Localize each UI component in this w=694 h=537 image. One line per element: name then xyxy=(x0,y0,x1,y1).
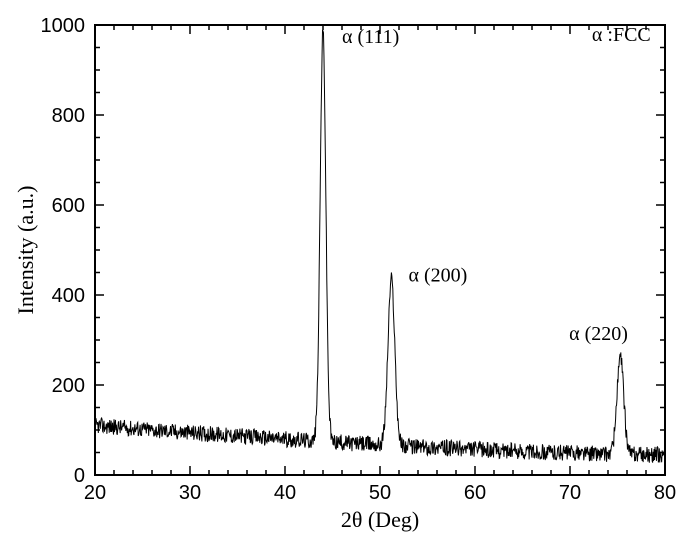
svg-text:2θ (Deg): 2θ (Deg) xyxy=(341,507,419,532)
svg-text:70: 70 xyxy=(559,482,581,504)
svg-text:30: 30 xyxy=(179,482,201,504)
svg-text:α (200): α (200) xyxy=(409,265,468,287)
svg-text:80: 80 xyxy=(654,482,676,504)
svg-text:α (220): α (220) xyxy=(569,323,628,345)
svg-text:200: 200 xyxy=(52,375,85,397)
chart-svg: 20304050607080020040060080010002θ (Deg)I… xyxy=(0,0,694,537)
svg-text:α (111): α (111) xyxy=(342,26,399,48)
svg-text:40: 40 xyxy=(274,482,296,504)
xrd-chart: 20304050607080020040060080010002θ (Deg)I… xyxy=(0,0,694,537)
svg-text:Intensity (a.u.): Intensity (a.u.) xyxy=(13,186,38,315)
svg-text:600: 600 xyxy=(52,195,85,217)
svg-text:α :FCC: α :FCC xyxy=(592,24,651,46)
svg-text:60: 60 xyxy=(464,482,486,504)
svg-text:0: 0 xyxy=(74,465,85,487)
svg-text:50: 50 xyxy=(369,482,391,504)
svg-text:20: 20 xyxy=(84,482,106,504)
svg-text:1000: 1000 xyxy=(41,15,86,37)
svg-text:800: 800 xyxy=(52,105,85,127)
svg-text:400: 400 xyxy=(52,285,85,307)
